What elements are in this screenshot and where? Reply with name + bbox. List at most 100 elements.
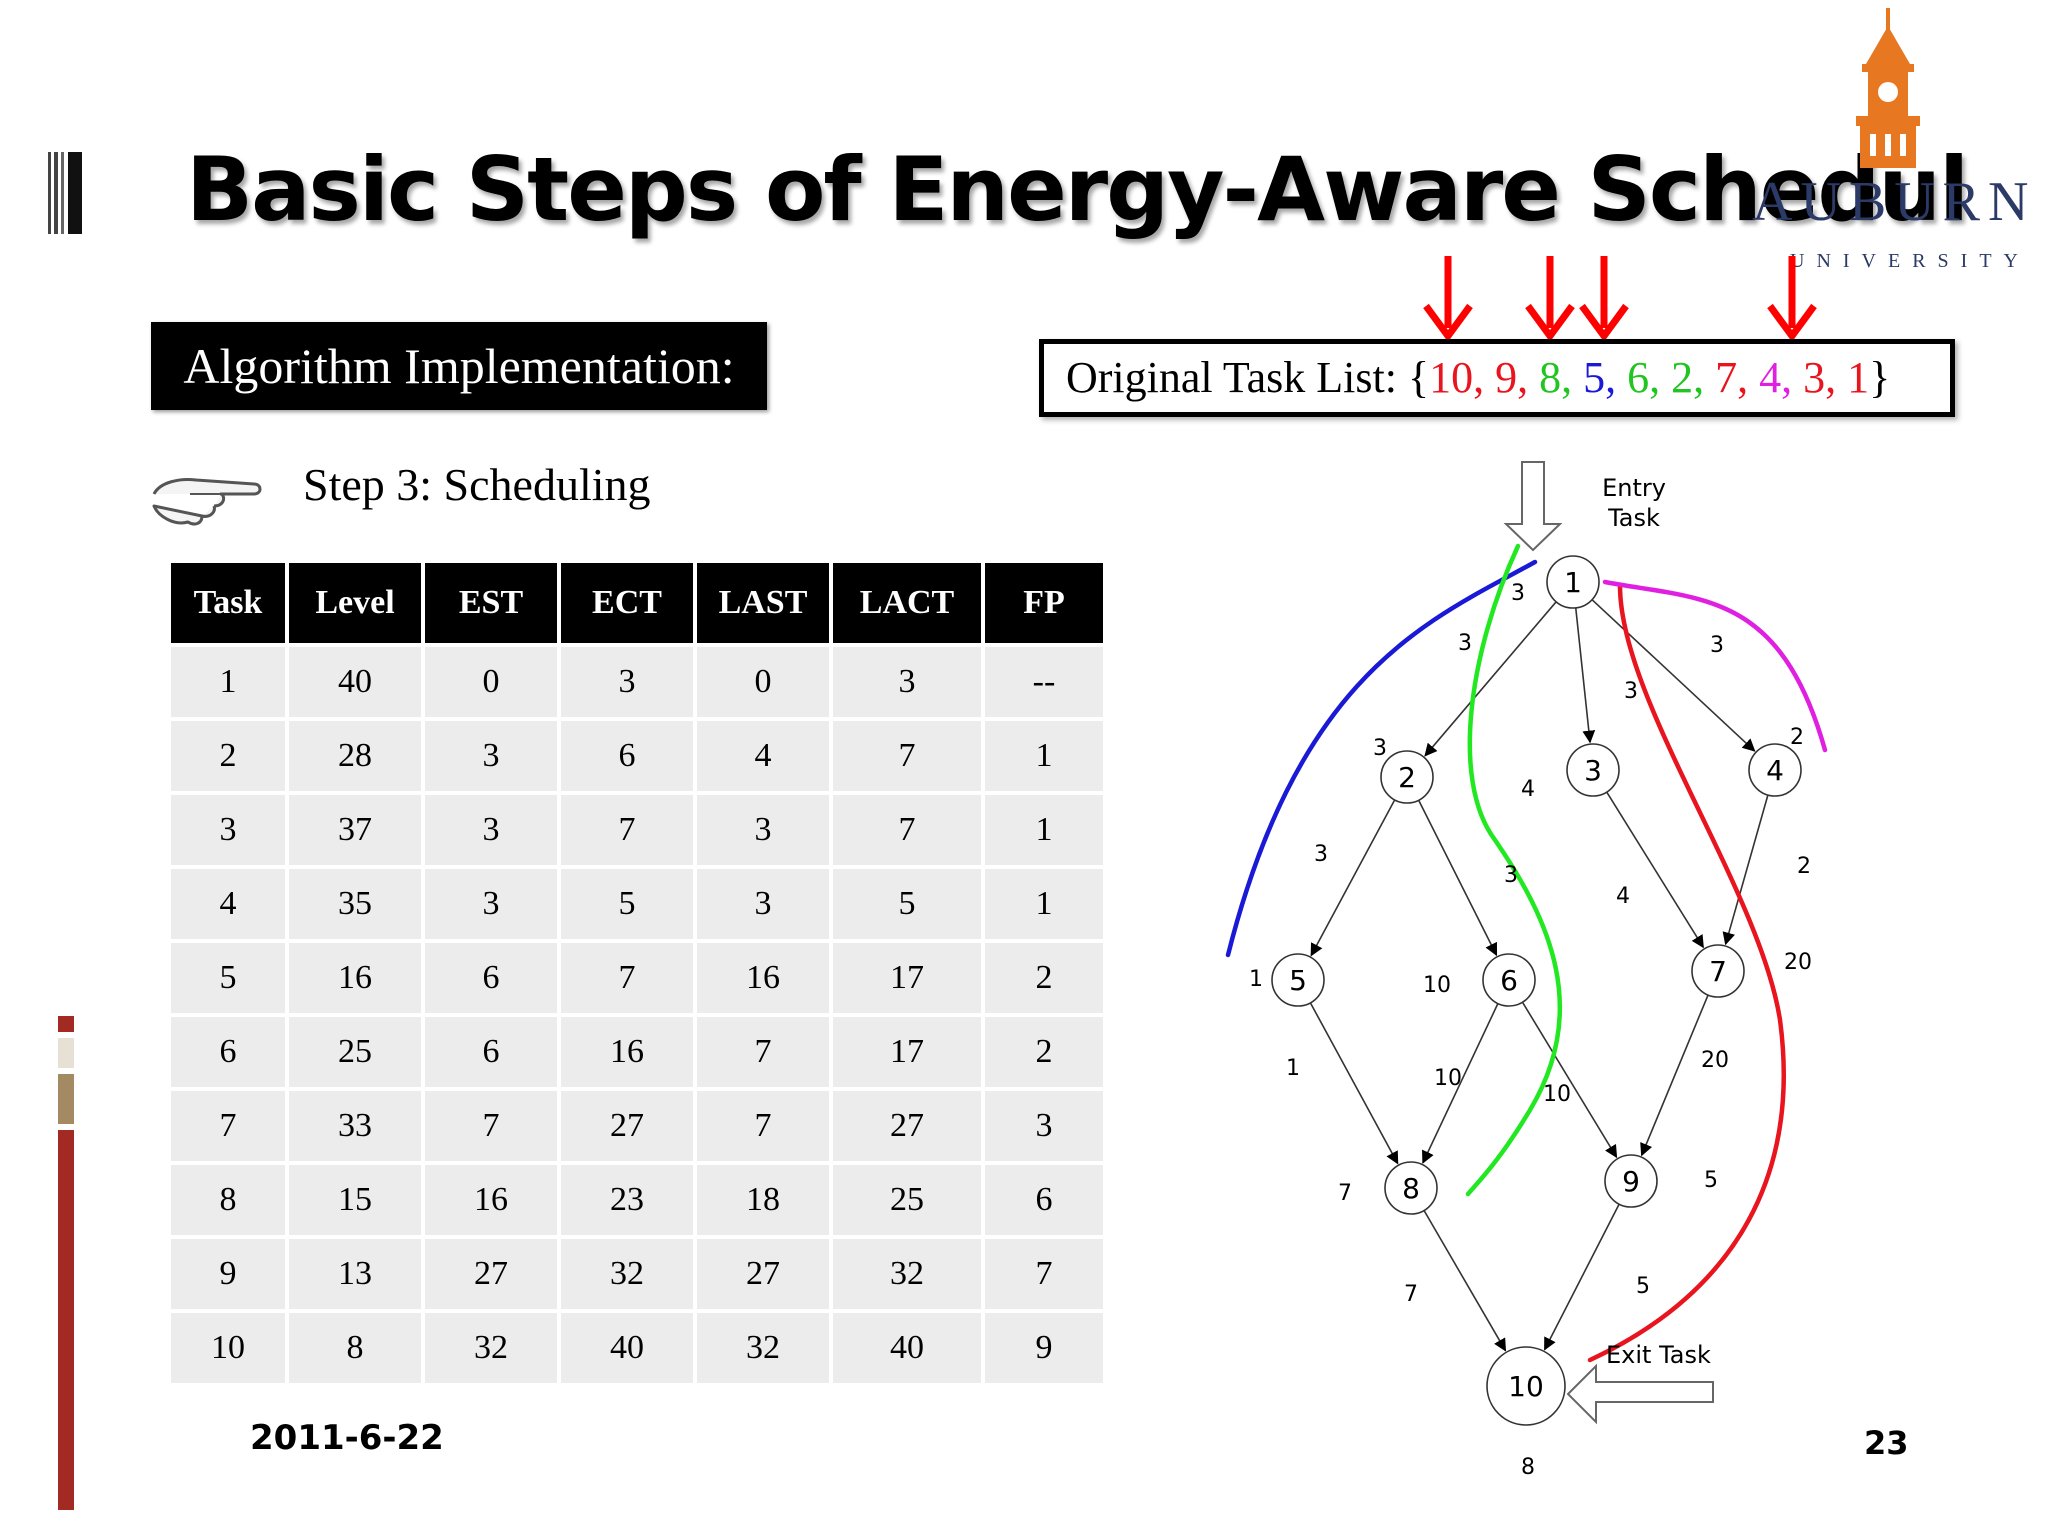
- dag-node-label: 7: [1709, 955, 1727, 988]
- table-header-cell: Task: [171, 563, 285, 647]
- dag-node-weight: 8: [1521, 1455, 1535, 1480]
- task-list-item: 9: [1495, 353, 1518, 402]
- dag-node-weight: 7: [1338, 1181, 1352, 1206]
- step-label: Step 3: Scheduling: [303, 459, 651, 510]
- dag-edge-9-10: [1543, 1203, 1620, 1351]
- dag-edge-1-3: [1574, 607, 1596, 744]
- dag-node-label: 1: [1564, 566, 1582, 599]
- table-cell: 7: [697, 1091, 829, 1165]
- dag-node-8: 8: [1384, 1161, 1438, 1215]
- table-cell: 10: [171, 1313, 285, 1387]
- dag-node-label: 6: [1500, 964, 1518, 997]
- table-header-cell: Level: [289, 563, 421, 647]
- dag-node-weight: 2: [1790, 725, 1804, 750]
- table-cell: 37: [289, 795, 421, 869]
- table-row: 9 13 27 32 27 32 7: [171, 1239, 1103, 1313]
- dag-edge-2-6: [1417, 799, 1498, 957]
- table-cell: 3: [425, 795, 557, 869]
- table-cell: 4: [697, 721, 829, 795]
- dag-edge-label: 20: [1701, 1048, 1729, 1073]
- dag-node-weight: 4: [1521, 777, 1535, 802]
- table-header-cell: LACT: [833, 563, 981, 647]
- table-cell: 7: [833, 721, 981, 795]
- magenta-path: [1602, 579, 1828, 753]
- table-cell: 25: [289, 1017, 421, 1091]
- task-list-item: 4: [1759, 353, 1782, 402]
- table-cell: --: [985, 647, 1103, 721]
- table-cell: 32: [561, 1239, 693, 1313]
- table-cell: 7: [833, 795, 981, 869]
- table-cell: 5: [833, 869, 981, 943]
- table-cell: 0: [425, 647, 557, 721]
- table-cell: 9: [171, 1239, 285, 1313]
- dag-edge-label: 3: [1710, 633, 1724, 658]
- dag-node-weight: 20: [1784, 950, 1812, 975]
- entry-label-line2: Task: [1607, 504, 1660, 532]
- page-number: 23: [1864, 1424, 1909, 1462]
- table-cell: 32: [425, 1313, 557, 1387]
- dag-node-weight: 10: [1423, 973, 1451, 998]
- dag-edge-5-8: [1309, 1002, 1399, 1165]
- table-cell: 15: [289, 1165, 421, 1239]
- table-cell: 33: [289, 1091, 421, 1165]
- dag-edge-6-8: [1422, 1003, 1499, 1164]
- table-cell: 3: [561, 647, 693, 721]
- table-cell: 17: [833, 943, 981, 1017]
- dag-node-9: 9: [1604, 1154, 1658, 1208]
- dag-node-2: 2: [1380, 750, 1434, 804]
- dag-node-weight: 5: [1704, 1168, 1718, 1193]
- task-list-comma: ,: [1517, 353, 1540, 402]
- table-cell: 3: [697, 795, 829, 869]
- dag-edge-label: 3: [1624, 679, 1638, 704]
- task-list-comma: ,: [1781, 353, 1804, 402]
- task-list-item: 7: [1715, 353, 1738, 402]
- dag-node-label: 5: [1289, 964, 1307, 997]
- entry-arrow: [1503, 461, 1563, 552]
- table-cell: 5: [171, 943, 285, 1017]
- table-cell: 16: [289, 943, 421, 1017]
- dag-edge-1-2: [1424, 601, 1557, 757]
- task-list-label: Original Task List:: [1066, 353, 1397, 402]
- dag-node-label: 8: [1402, 1172, 1420, 1205]
- table-cell: 2: [985, 943, 1103, 1017]
- task-list-comma: ,: [1561, 353, 1584, 402]
- original-task-list-box: Original Task List: {10, 9, 8, 5, 6, 2, …: [1039, 339, 1955, 417]
- task-schedule-table: Task Level EST ECT LAST LACT FP 1 40 0 3 0 3 -- 2 28 3 6…: [167, 563, 1107, 1387]
- task-list-comma: ,: [1825, 353, 1848, 402]
- table-row: 2 28 3 6 4 7 1: [171, 721, 1103, 795]
- table-cell: 23: [561, 1165, 693, 1239]
- table-row: 3 37 3 7 3 7 1: [171, 795, 1103, 869]
- task-list-item: 1: [1847, 353, 1870, 402]
- red-down-arrow-icon: [1525, 256, 1575, 342]
- dag-node-3: 3: [1566, 743, 1620, 797]
- table-row: 10 8 32 40 32 40 9: [171, 1313, 1103, 1387]
- table-cell: 0: [697, 647, 829, 721]
- task-list-open-brace: {: [1407, 353, 1430, 402]
- table-cell: 2: [985, 1017, 1103, 1091]
- dag-node-label: 4: [1766, 754, 1784, 787]
- table-cell: 9: [985, 1313, 1103, 1387]
- green-path: [1465, 543, 1563, 1197]
- table-row: 4 35 3 5 3 5 1: [171, 869, 1103, 943]
- table-cell: 1: [985, 869, 1103, 943]
- dag-edge-4-7: [1722, 794, 1769, 946]
- table-cell: 6: [985, 1165, 1103, 1239]
- dag-edge-label: 3: [1458, 631, 1472, 656]
- table-row: 1 40 0 3 0 3 --: [171, 647, 1103, 721]
- red-down-arrow-icon: [1767, 256, 1817, 342]
- table-cell: 40: [289, 647, 421, 721]
- auburn-wordmark: AUBURN: [1752, 171, 2037, 233]
- side-decoration-bars: [58, 1016, 74, 1510]
- dag-node-label: 2: [1398, 761, 1416, 794]
- table-cell: 8: [289, 1313, 421, 1387]
- footer-date: 2011-6-22: [250, 1418, 444, 1458]
- dag-node-6: 6: [1482, 953, 1536, 1007]
- table-cell: 3: [425, 869, 557, 943]
- table-cell: 7: [985, 1239, 1103, 1313]
- exit-label: Exit Task: [1606, 1341, 1711, 1369]
- table-header-cell: EST: [425, 563, 557, 647]
- task-list-comma: ,: [1473, 353, 1496, 402]
- dag-node-4: 4: [1748, 743, 1802, 797]
- task-list-comma: ,: [1605, 353, 1628, 402]
- dag-edge-3-7: [1606, 791, 1704, 949]
